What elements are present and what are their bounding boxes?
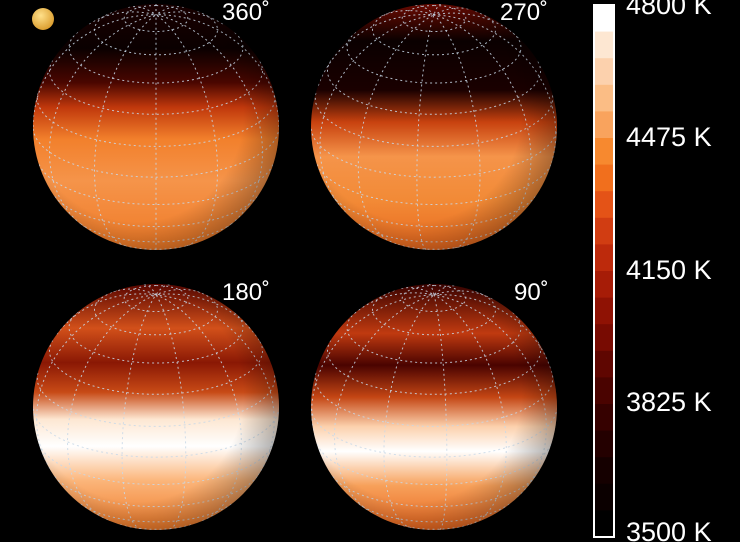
phase-label-360: 360˚	[222, 0, 270, 26]
colorbar-step	[594, 510, 614, 538]
colorbar-step	[594, 404, 614, 432]
scale-label-4150: 4150 K	[626, 255, 712, 285]
sphere-90	[311, 284, 557, 530]
colorbar-step	[594, 271, 614, 299]
sun-icon	[32, 8, 54, 30]
colorbar-step	[594, 111, 614, 139]
scale-label-3500: 3500 K	[626, 517, 712, 542]
colorbar-step	[594, 217, 614, 245]
scale-label-4475: 4475 K	[626, 122, 712, 152]
colorbar-step	[594, 5, 614, 33]
phase-label-90: 90˚	[514, 279, 549, 306]
phase-label-180: 180˚	[222, 279, 270, 306]
colorbar-step	[594, 377, 614, 405]
colorbar	[593, 4, 615, 538]
colorbar-step	[594, 164, 614, 192]
colorbar-step	[594, 350, 614, 378]
colorbar-step	[594, 58, 614, 86]
sphere-270	[311, 4, 557, 250]
colorbar-step	[594, 483, 614, 511]
scale-label-4800: 4800 K	[626, 0, 712, 20]
colorbar-step	[594, 244, 614, 272]
scale-label-3825: 3825 K	[626, 387, 712, 417]
colorbar-step	[594, 430, 614, 458]
phase-label-270: 270˚	[500, 0, 548, 26]
sphere-180	[33, 284, 279, 530]
colorbar-step	[594, 457, 614, 485]
colorbar-step	[594, 297, 614, 325]
colorbar-step	[594, 138, 614, 166]
colorbar-step	[594, 31, 614, 59]
sphere-360	[33, 4, 279, 250]
colorbar-step	[594, 191, 614, 219]
colorbar-step	[594, 84, 614, 112]
colorbar-steps	[594, 5, 614, 538]
colorbar-step	[594, 324, 614, 352]
